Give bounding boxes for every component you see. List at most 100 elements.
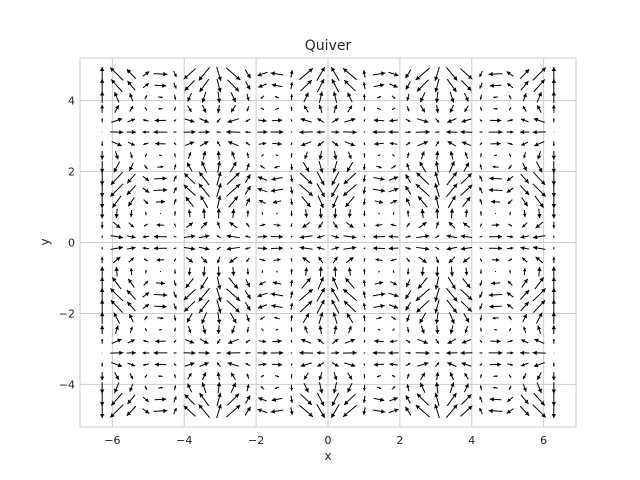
quiver-arrow [373, 176, 385, 182]
quiver-arrow [446, 171, 458, 186]
quiver-arrow [173, 291, 177, 299]
quiver-arrow [552, 338, 556, 344]
quiver-arrow [405, 118, 411, 123]
quiver-arrow [216, 91, 222, 103]
quiver-arrow [480, 327, 482, 332]
quiver-arrow [532, 67, 547, 81]
quiver-arrow [434, 276, 440, 290]
quiver-arrow [344, 117, 356, 123]
quiver-arrow [174, 106, 176, 111]
quiver-arrow [317, 338, 325, 345]
quiver-arrow [143, 280, 149, 286]
quiver-arrow [275, 328, 279, 331]
y-tick-label: 0 [68, 237, 75, 250]
quiver-arrow [532, 350, 546, 356]
quiver-arrow [536, 382, 542, 394]
quiver-arrow [388, 176, 399, 181]
quiver-arrow [391, 95, 396, 100]
quiver-arrow [362, 291, 367, 299]
quiver-arrow [187, 267, 192, 276]
quiver-arrow [406, 326, 410, 333]
quiver-arrow [489, 234, 503, 239]
x-tick-labels: −6 −4 −2 0 2 4 6 [104, 434, 547, 447]
quiver-arrow [229, 161, 237, 173]
quiver-arrow [490, 141, 501, 146]
quiver-arrow [405, 130, 411, 134]
quiver-arrow [198, 246, 210, 251]
quiver-arrow [434, 78, 440, 93]
quiver-arrow [303, 382, 309, 393]
quiver-arrow [462, 222, 470, 228]
quiver-arrow [406, 106, 410, 112]
quiver-arrow [245, 279, 251, 288]
quiver-arrow [142, 396, 150, 403]
quiver-arrow [114, 151, 119, 160]
quiver-arrow [415, 67, 430, 81]
quiver-arrow [343, 79, 356, 92]
quiver-arrow [333, 104, 338, 113]
quiver-arrow [257, 71, 268, 77]
quiver-arrow [377, 328, 381, 331]
quiver-arrow [216, 256, 221, 264]
quiver-arrow [99, 312, 105, 324]
quiver-arrow [488, 71, 503, 77]
quiver-arrow [173, 82, 177, 89]
quiver-arrow [333, 372, 338, 381]
quiver-arrow [331, 130, 340, 135]
quiver-arrow [127, 118, 136, 123]
quiver-arrow [464, 267, 469, 276]
quiver-arrow [363, 268, 366, 275]
quiver-arrow [533, 117, 545, 123]
quiver-arrow [290, 327, 293, 333]
quiver-arrow [316, 299, 325, 314]
quiver-arrow [415, 404, 430, 418]
quiver-arrow [230, 382, 237, 393]
quiver-arrow [261, 328, 264, 332]
quiver-arrow [406, 210, 410, 217]
quiver-arrow [506, 408, 514, 414]
quiver-arrow [109, 404, 124, 418]
quiver-arrow [274, 107, 280, 110]
quiver-arrow [245, 81, 251, 90]
quiver-arrow [216, 392, 222, 407]
quiver-arrow [378, 270, 380, 273]
quiver-arrow [523, 152, 527, 159]
quiver-arrow [434, 91, 440, 103]
quiver-arrow [216, 351, 221, 354]
quiver-arrow [522, 268, 527, 276]
quiver-arrow [300, 338, 312, 344]
quiver-arrow [173, 119, 177, 122]
quiver-arrow [257, 187, 268, 193]
quiver-arrow [344, 362, 356, 368]
quiver-arrow [109, 183, 124, 197]
quiver-arrow [347, 209, 352, 218]
quiver-arrow [362, 384, 366, 391]
quiver-arrow [228, 277, 239, 290]
quiver-arrow [318, 382, 324, 394]
quiver-arrow [389, 141, 398, 146]
quiver-arrow [290, 258, 293, 262]
quiver-arrow [184, 338, 195, 344]
quiver-arrow [290, 152, 293, 158]
quiver-arrow [342, 67, 357, 81]
quiver-arrow [405, 395, 411, 404]
y-tick-labels: −4 −2 0 2 4 [59, 95, 75, 392]
quiver-arrow [302, 161, 310, 173]
quiver-arrow [114, 208, 119, 219]
quiver-arrow [289, 198, 294, 206]
quiver-arrow [508, 164, 513, 170]
quiver-arrow [479, 211, 483, 216]
quiver-arrow [479, 269, 483, 274]
quiver-arrow [489, 397, 502, 402]
quiver-arrow [520, 394, 529, 405]
quiver-arrow [492, 316, 499, 320]
quiver-arrow [154, 397, 167, 402]
quiver-arrow [231, 267, 236, 277]
quiver-arrow [331, 234, 340, 239]
quiver-arrow [331, 118, 339, 123]
quiver-arrow [183, 234, 196, 239]
quiver-arrow [316, 183, 326, 198]
quiver-arrow [316, 78, 325, 93]
quiver-arrow [489, 83, 502, 88]
